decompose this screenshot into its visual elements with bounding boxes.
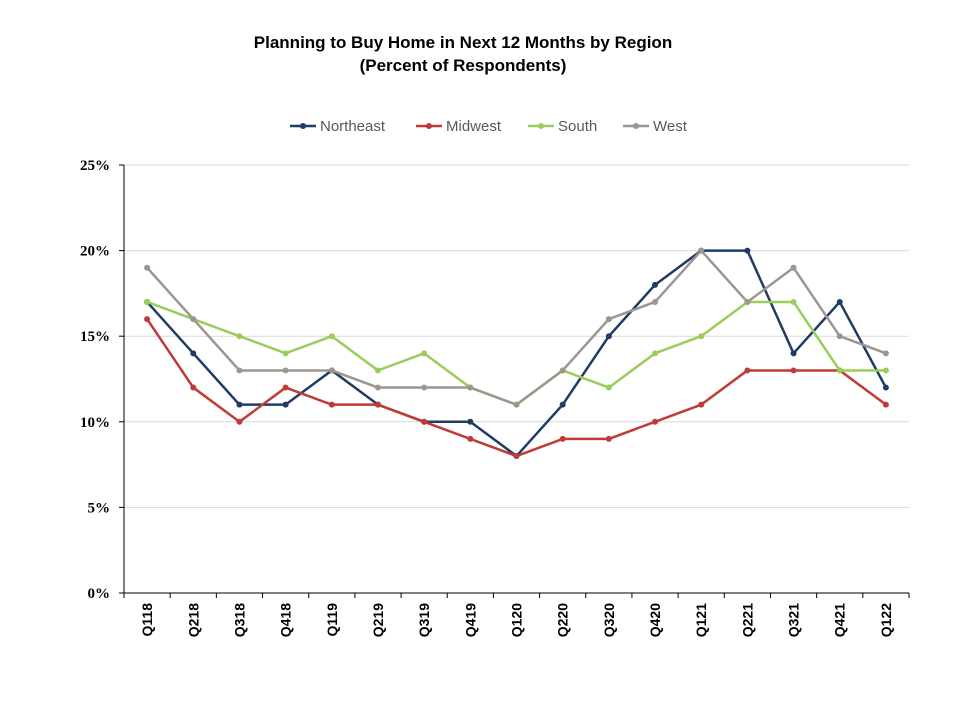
data-point-south xyxy=(144,298,151,305)
data-point-midwest xyxy=(421,418,428,425)
x-tick-label: Q418 xyxy=(278,603,294,637)
data-point-south xyxy=(328,333,335,340)
data-point-northeast xyxy=(790,350,797,357)
x-tick-label: Q318 xyxy=(231,603,247,637)
data-point-midwest xyxy=(698,401,705,408)
y-tick-label: 0% xyxy=(88,586,111,602)
data-point-northeast xyxy=(467,418,474,425)
legend-label: Midwest xyxy=(446,118,502,135)
x-tick-label: Q122 xyxy=(878,603,894,637)
legend-marker xyxy=(538,123,544,129)
y-tick-label: 5% xyxy=(88,500,111,516)
data-point-midwest xyxy=(790,367,797,374)
series-line-west xyxy=(146,249,887,406)
data-point-west xyxy=(467,384,474,391)
y-tick-labels: 0% 5% 10% 15% 20% 25% xyxy=(80,158,110,602)
data-point-midwest xyxy=(652,418,659,425)
data-point-south xyxy=(836,367,843,374)
data-point-northeast xyxy=(836,298,843,305)
data-point-west xyxy=(513,401,520,408)
x-tick-label: Q120 xyxy=(509,603,525,637)
data-point-midwest xyxy=(559,435,566,442)
data-point-northeast xyxy=(559,401,566,408)
y-tick-label: 10% xyxy=(80,415,110,431)
axes xyxy=(119,164,910,598)
x-tick-label: Q218 xyxy=(185,603,201,637)
data-point-midwest xyxy=(513,453,520,460)
x-tick-label: Q419 xyxy=(462,603,478,637)
data-point-midwest xyxy=(328,401,335,408)
data-point-west xyxy=(190,316,197,323)
data-point-midwest xyxy=(190,384,197,391)
data-point-west xyxy=(790,264,797,271)
legend-marker xyxy=(300,123,306,129)
data-point-west xyxy=(605,316,612,323)
data-point-south xyxy=(282,350,289,357)
x-tick-label: Q121 xyxy=(693,603,709,637)
data-point-west xyxy=(744,298,751,305)
legend-marker xyxy=(633,123,639,129)
data-point-midwest xyxy=(374,401,381,408)
data-point-south xyxy=(652,350,659,357)
data-point-west xyxy=(374,384,381,391)
data-point-south xyxy=(374,367,381,374)
data-point-south xyxy=(421,350,428,357)
data-point-midwest xyxy=(744,367,751,374)
data-point-northeast xyxy=(882,384,889,391)
x-tick-label: Q319 xyxy=(416,603,432,637)
data-point-south xyxy=(882,367,889,374)
data-point-northeast xyxy=(652,281,659,288)
y-tick-label: 15% xyxy=(80,329,110,345)
data-point-west xyxy=(144,264,151,271)
chart-title: Planning to Buy Home in Next 12 Months b… xyxy=(253,33,673,52)
x-tick-label: Q321 xyxy=(786,603,802,637)
x-tick-label: Q119 xyxy=(324,603,340,637)
y-tick-label: 25% xyxy=(80,158,110,174)
chart-subtitle: (Percent of Respondents) xyxy=(359,56,567,75)
data-point-west xyxy=(882,350,889,357)
data-point-south xyxy=(790,298,797,305)
data-point-west xyxy=(559,367,566,374)
data-point-northeast xyxy=(282,401,289,408)
data-point-south xyxy=(236,333,243,340)
x-tick-label: Q118 xyxy=(139,603,155,637)
data-point-midwest xyxy=(144,316,151,323)
data-point-west xyxy=(836,333,843,340)
series-line-midwest xyxy=(146,318,887,458)
data-point-west xyxy=(421,384,428,391)
legend-label: Northeast xyxy=(320,118,386,135)
data-point-west xyxy=(236,367,243,374)
data-point-midwest xyxy=(467,435,474,442)
data-point-midwest xyxy=(282,384,289,391)
x-tick-label: Q221 xyxy=(739,603,755,637)
data-point-midwest xyxy=(236,418,243,425)
data-point-west xyxy=(328,367,335,374)
legend-label: South xyxy=(558,118,597,135)
data-point-south xyxy=(698,333,705,340)
data-point-northeast xyxy=(190,350,197,357)
series-line-south xyxy=(146,300,886,406)
data-point-west xyxy=(698,247,705,254)
x-tick-labels: Q118 Q218 Q318 Q418 Q119 Q219 Q319 Q419 Q120 Q220… xyxy=(139,603,894,637)
legend-marker xyxy=(426,123,432,129)
data-point-northeast xyxy=(605,333,612,340)
data-point-west xyxy=(652,298,659,305)
data-point-northeast xyxy=(236,401,243,408)
y-tick-label: 20% xyxy=(80,244,110,260)
series-lines xyxy=(144,247,889,460)
data-point-west xyxy=(282,367,289,374)
data-point-northeast xyxy=(744,247,751,254)
data-point-midwest xyxy=(882,401,889,408)
x-tick-label: Q220 xyxy=(555,603,571,637)
data-point-south xyxy=(605,384,612,391)
legend: Northeast Midwest South West xyxy=(290,118,688,135)
gridlines xyxy=(124,164,909,508)
legend-label: West xyxy=(653,118,688,135)
x-tick-label: Q320 xyxy=(601,603,617,637)
x-tick-label: Q421 xyxy=(832,603,848,637)
data-point-midwest xyxy=(605,435,612,442)
x-tick-label: Q420 xyxy=(647,603,663,637)
x-tick-label: Q219 xyxy=(370,603,386,637)
